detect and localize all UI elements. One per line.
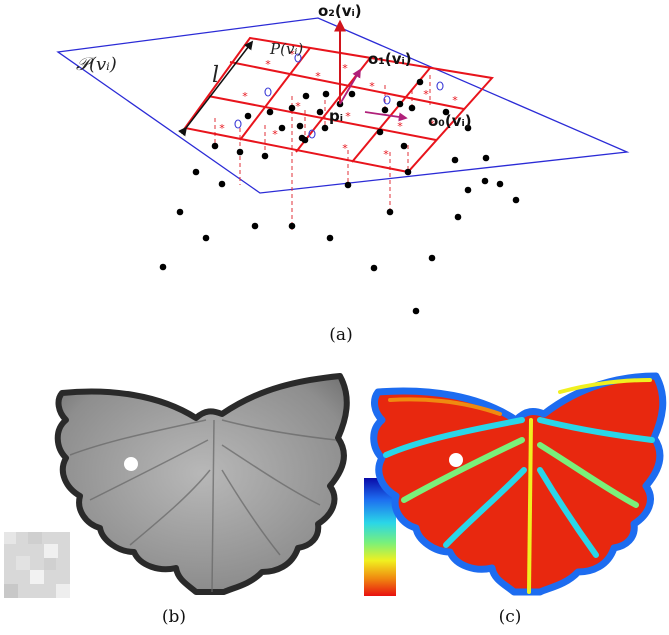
svg-text:*: * [272, 128, 278, 141]
panel-c-heatmap: (c) [364, 372, 667, 627]
gray-surface [54, 373, 350, 595]
heat-ridges [383, 378, 655, 594]
length-label: l [212, 63, 219, 88]
caption-b: (b) [162, 607, 186, 627]
heat-surface [370, 372, 667, 596]
svg-text:*: * [383, 148, 389, 161]
caption-c: (c) [499, 607, 522, 627]
axis-o0-label: o₀(vᵢ) [428, 112, 472, 130]
patch-label: P(vᵢ) [269, 40, 303, 58]
svg-text:*: * [429, 118, 435, 131]
patch-thumbnail [4, 532, 70, 598]
svg-text:*: * [242, 90, 248, 103]
svg-text:*: * [423, 88, 429, 101]
svg-text:*: * [295, 100, 301, 113]
point-cloud [159, 78, 520, 315]
axis-o2-label: o₂(vᵢ) [318, 2, 362, 20]
svg-text:*: * [397, 120, 403, 133]
tangent-plane [56, 17, 630, 194]
svg-text:*: * [315, 70, 321, 83]
axis-o1 [339, 68, 361, 105]
panel-b-render: (b) [4, 373, 350, 627]
axis-o1-label: o₁(vᵢ) [368, 50, 412, 68]
panel-a-diagram: * * * * * * * * * * * * * * * * [56, 2, 630, 345]
svg-text:*: * [342, 142, 348, 155]
axis-o0 [364, 111, 408, 122]
svg-text:*: * [342, 62, 348, 75]
svg-text:*: * [219, 122, 225, 135]
gray-ridges [69, 419, 337, 593]
plane-label: 𝒫(vᵢ) [76, 54, 117, 75]
svg-text:*: * [452, 94, 458, 107]
point-label: pᵢ [329, 107, 343, 125]
selected-vertex-b [124, 457, 138, 471]
svg-text:*: * [345, 110, 351, 123]
colorbar [364, 478, 396, 596]
selected-vertex-c [449, 453, 463, 467]
svg-text:*: * [265, 58, 271, 71]
svg-text:*: * [289, 48, 295, 61]
caption-a: (a) [329, 325, 352, 345]
length-arrow [178, 40, 254, 137]
svg-text:*: * [369, 80, 375, 93]
